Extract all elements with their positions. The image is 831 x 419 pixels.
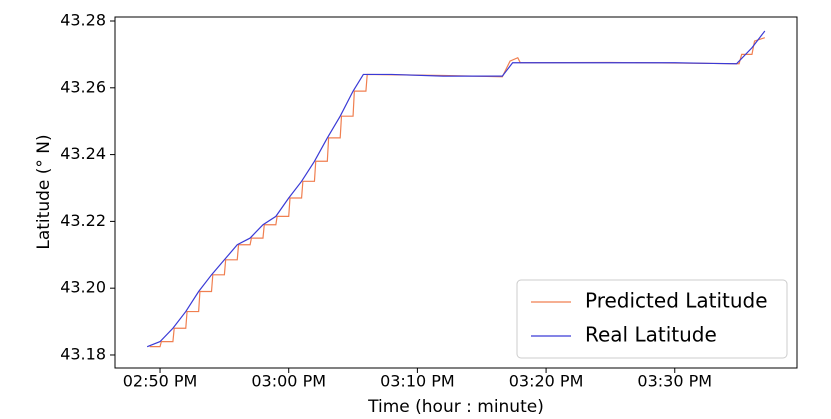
legend-label: Predicted Latitude <box>585 289 768 313</box>
line <box>149 37 766 348</box>
x-tick-label: 03:20 PM <box>509 372 584 391</box>
y-tick-label: 43.26 <box>60 77 106 96</box>
y-tick-label: 43.22 <box>60 211 106 230</box>
line <box>146 30 766 348</box>
legend-box <box>516 279 788 359</box>
plot-frame <box>114 16 798 369</box>
y-tick-label: 43.28 <box>60 11 106 30</box>
x-axis-label: Time (hour : minute) <box>367 397 544 417</box>
y-tick-label: 43.18 <box>60 344 106 363</box>
x-tick-label: 03:10 PM <box>380 372 455 391</box>
y-tick-label: 43.24 <box>60 144 106 163</box>
x-tick-label: 03:00 PM <box>251 372 326 391</box>
y-axis-label: Latitude (° N) <box>34 134 54 249</box>
y-tick-label: 43.20 <box>60 278 106 297</box>
legend: Predicted Latitude Real Latitude <box>516 279 788 359</box>
x-tick-label: 03:30 PM <box>637 372 712 391</box>
x-tick-label: 02:50 PM <box>123 372 198 391</box>
legend-label: Real Latitude <box>585 323 717 347</box>
